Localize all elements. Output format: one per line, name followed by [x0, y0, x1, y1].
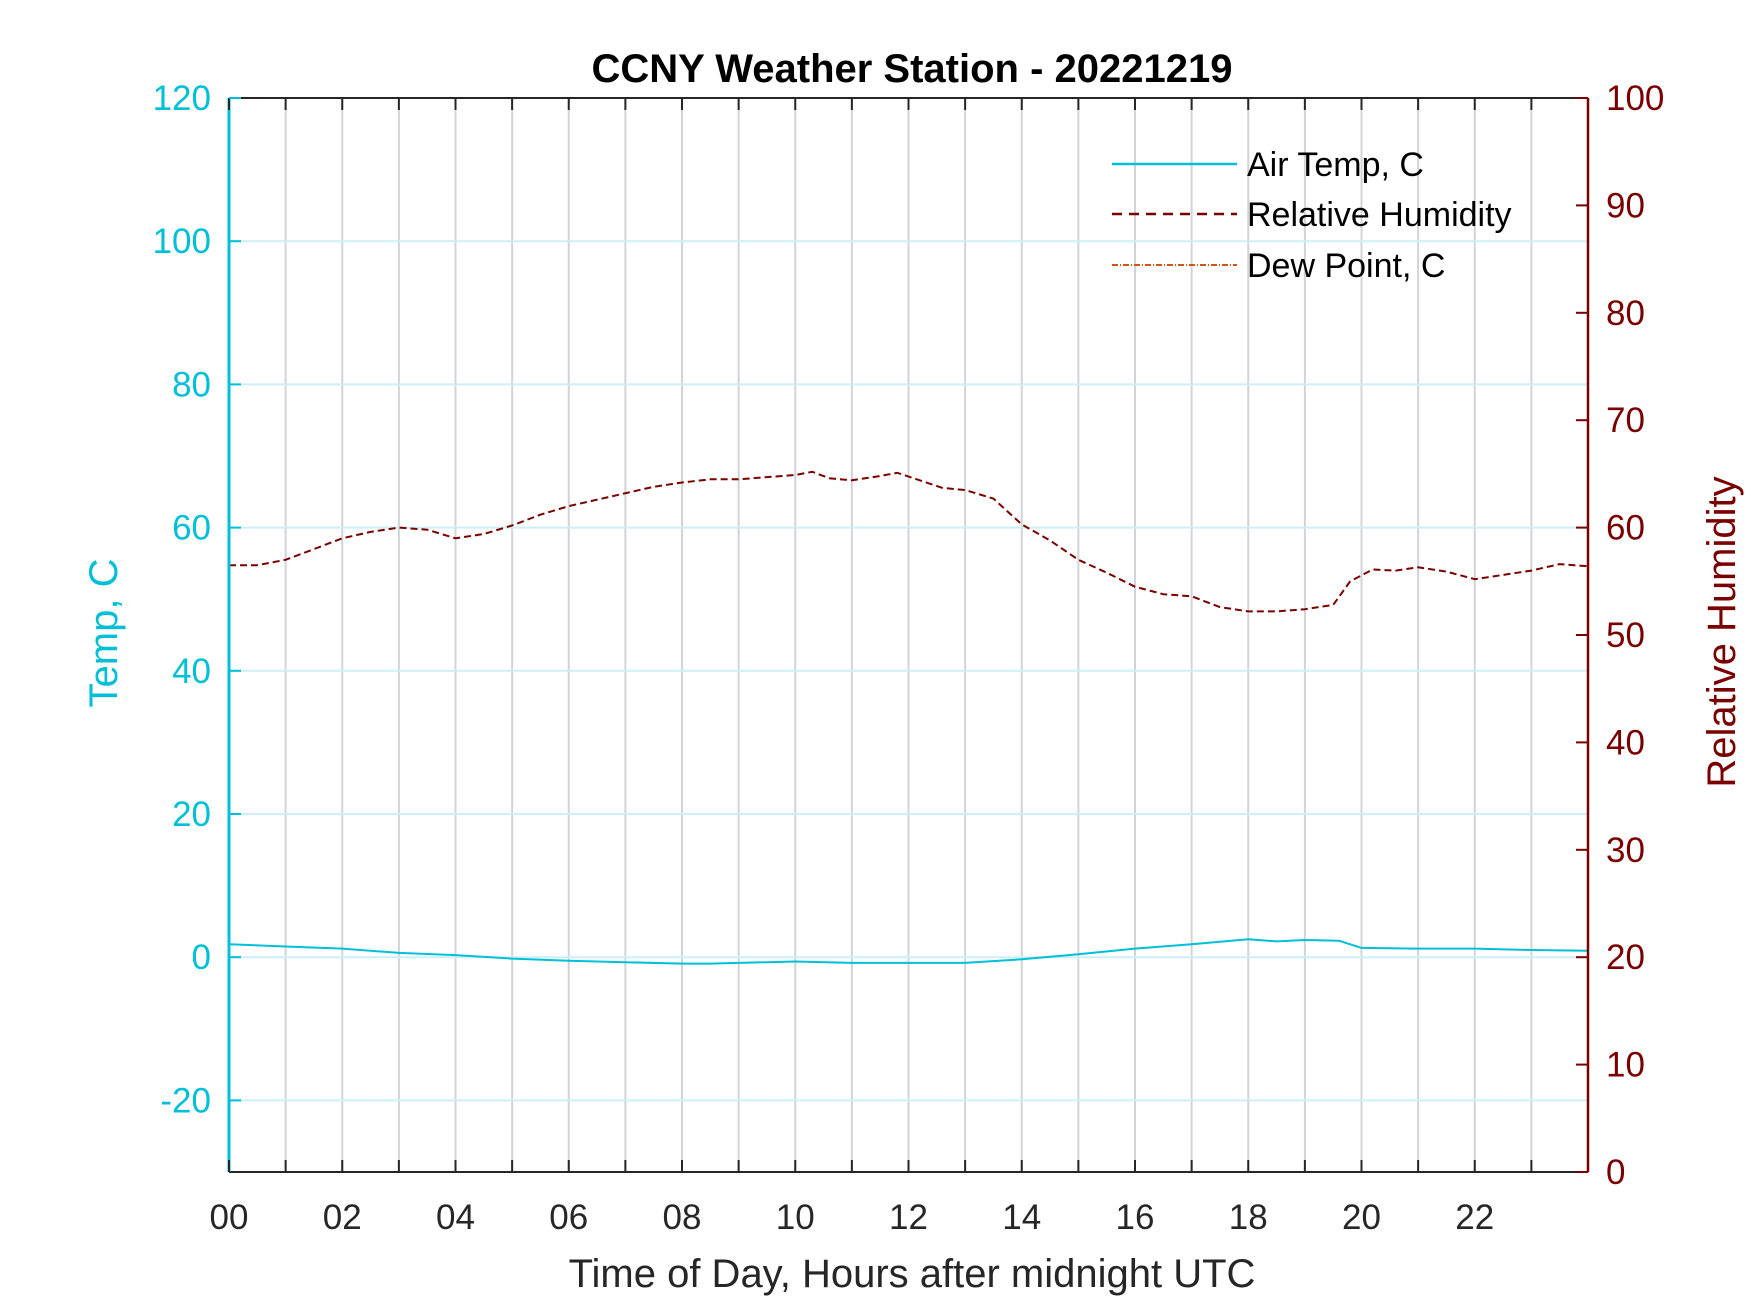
- y-axis-right-label: Relative Humidity: [1700, 476, 1744, 787]
- y-left-tick-label: 120: [153, 79, 211, 118]
- x-axis-label: Time of Day, Hours after midnight UTC: [569, 1252, 1256, 1296]
- x-tick-label: 12: [889, 1198, 928, 1237]
- y-right-tick-label: 60: [1606, 509, 1645, 548]
- y-right-tick-label: 20: [1606, 938, 1645, 977]
- y-right-tick-label: 70: [1606, 401, 1645, 440]
- x-tick-label: 10: [776, 1198, 815, 1237]
- y-right-tick-label: 50: [1606, 616, 1645, 655]
- x-tick-label: 08: [663, 1198, 702, 1237]
- y-left-tick-label: -20: [160, 1081, 211, 1120]
- x-tick-label: 14: [1002, 1198, 1041, 1237]
- y-right-tick-label: 0: [1606, 1153, 1625, 1192]
- x-tick-label: 20: [1342, 1198, 1381, 1237]
- x-tick-label: 02: [323, 1198, 362, 1237]
- y-left-tick-label: 100: [153, 222, 211, 261]
- x-tick-label: 22: [1455, 1198, 1494, 1237]
- grid-lines: [229, 98, 1588, 1172]
- legend-label-relative-humidity: Relative Humidity: [1247, 196, 1512, 234]
- axes: [227, 97, 1590, 1173]
- y-right-tick-label: 90: [1606, 186, 1645, 225]
- x-tick-label: 16: [1116, 1198, 1155, 1237]
- y-left-tick-label: 40: [172, 652, 211, 691]
- y-right-tick-label: 30: [1606, 831, 1645, 870]
- series-layer: [228, 470, 1589, 965]
- series-line-relative-humidity: [229, 470, 1589, 613]
- x-tick-label: 00: [210, 1198, 249, 1237]
- x-tick-label: 06: [549, 1198, 588, 1237]
- y-left-tick-label: 20: [172, 795, 211, 834]
- chart-title: CCNY Weather Station - 20221219: [592, 47, 1233, 91]
- y-right-tick-label: 10: [1606, 1046, 1645, 1085]
- y-left-tick-label: 80: [172, 365, 211, 404]
- legend-label-dew-point: Dew Point, C: [1247, 247, 1445, 285]
- y-left-tick-label: 0: [192, 938, 211, 977]
- y-right-tick-label: 80: [1606, 294, 1645, 333]
- legend: Air Temp, C Relative Humidity Dew Point,…: [1112, 146, 1512, 285]
- y-right-tick-label: 100: [1606, 79, 1664, 118]
- series-line-air-temp: [228, 938, 1589, 965]
- y-left-tick-label: 60: [172, 509, 211, 548]
- y-axis-left-label: Temp, C: [82, 559, 126, 708]
- tick-labels: -200204060801001200102030405060708090100…: [153, 79, 1665, 1237]
- legend-label-air-temp: Air Temp, C: [1247, 146, 1424, 184]
- x-tick-label: 18: [1229, 1198, 1268, 1237]
- x-tick-label: 04: [436, 1198, 475, 1237]
- y-right-tick-label: 40: [1606, 723, 1645, 762]
